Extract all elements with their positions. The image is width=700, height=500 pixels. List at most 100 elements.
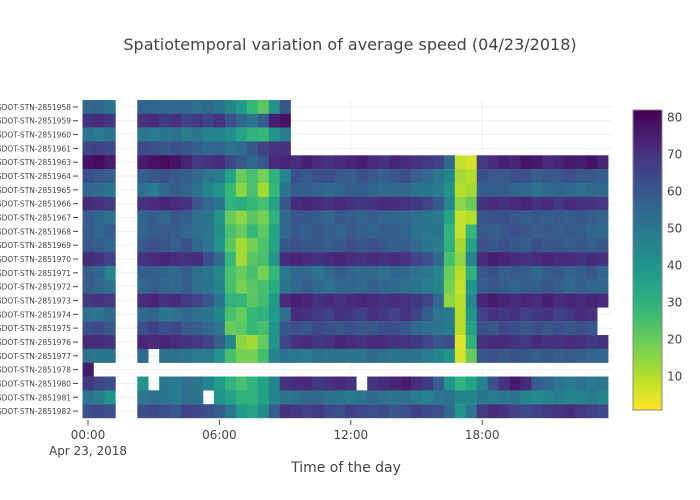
heatmap-cell: [213, 348, 226, 363]
heatmap-cell: [509, 335, 521, 350]
heatmap-cell: [82, 169, 94, 184]
heatmap-cell: [257, 182, 269, 197]
heatmap-cell: [564, 348, 576, 363]
heatmap-cell: [213, 196, 226, 211]
heatmap-cell: [202, 307, 215, 322]
heatmap-cell: [454, 155, 467, 170]
heatmap-cell: [432, 279, 445, 294]
heatmap-cell: [421, 307, 434, 322]
heatmap-cell: [192, 127, 204, 142]
heatmap-cell: [400, 252, 412, 267]
heatmap-cell: [334, 321, 346, 336]
heatmap-cell: [421, 252, 434, 267]
heatmap-cell: [148, 307, 160, 322]
heatmap-cell: [82, 252, 94, 267]
heatmap-cell: [356, 307, 368, 322]
heatmap-cell: [487, 348, 499, 363]
heatmap-cell: [82, 100, 94, 115]
heatmap-cell: [575, 376, 587, 391]
heatmap-cell: [345, 307, 357, 322]
heatmap-cell: [93, 210, 105, 225]
colorbar-tick-label: 60: [667, 184, 682, 198]
heatmap-cell: [224, 155, 237, 170]
heatmap-cell: [82, 335, 94, 350]
heatmap-cell: [268, 196, 280, 211]
heatmap-cell: [192, 307, 204, 322]
heatmap-cell: [104, 127, 116, 142]
heatmap-cell: [148, 265, 160, 280]
heatmap-cell: [257, 238, 269, 253]
heatmap-cell: [575, 182, 587, 197]
heatmap-cell: [312, 252, 324, 267]
heatmap-cell: [290, 376, 302, 391]
heatmap-cell: [279, 210, 291, 225]
heatmap-cell: [148, 335, 160, 350]
heatmap-cell: [104, 321, 116, 336]
heatmap-cell: [279, 293, 291, 308]
heatmap-cell: [564, 265, 576, 280]
heatmap-cell: [487, 210, 499, 225]
heatmap-cell: [345, 210, 357, 225]
colorbar-ticks: 10 20 30 40 50 60 70 80: [667, 110, 682, 383]
heatmap-cell: [82, 224, 94, 239]
heatmap-cell: [93, 127, 105, 142]
heatmap-cell: [465, 169, 478, 184]
heatmap-cell: [531, 307, 543, 322]
heatmap-cell: [312, 210, 324, 225]
heatmap-cell: [421, 155, 434, 170]
heatmap-cell: [498, 210, 510, 225]
heatmap-cell: [290, 279, 302, 294]
heatmap-cell: [487, 196, 499, 211]
heatmap-cell: [82, 293, 94, 308]
heatmap-cell: [389, 307, 401, 322]
heatmap-cell: [213, 182, 226, 197]
heatmap-cell: [170, 100, 182, 115]
heatmap-cell: [192, 252, 204, 267]
colorbar-tick-label: 50: [667, 222, 682, 236]
heatmap-cell: [268, 127, 280, 142]
heatmap-cell: [421, 293, 434, 308]
heatmap-cell: [93, 321, 105, 336]
heatmap-cell: [586, 390, 598, 405]
heatmap-cell: [301, 169, 313, 184]
heatmap-cell: [476, 390, 488, 405]
heatmap-cell: [586, 279, 598, 294]
heatmap-cell: [520, 376, 532, 391]
heatmap-cell: [104, 404, 116, 419]
heatmap-cell: [432, 252, 445, 267]
heatmap-cell: [498, 376, 510, 391]
heatmap-cell: [192, 182, 204, 197]
heatmap-cell: [465, 348, 478, 363]
heatmap-cell: [597, 196, 609, 211]
heatmap-cell: [334, 265, 346, 280]
heatmap-cell: [498, 252, 510, 267]
heatmap-cell: [290, 321, 302, 336]
y-tick-label: GDOT-STN-2851972: [0, 283, 71, 292]
heatmap-cell: [148, 238, 160, 253]
heatmap-cell: [257, 169, 269, 184]
heatmap-cell: [93, 169, 105, 184]
heatmap-cell: [454, 252, 467, 267]
y-tick-label: GDOT-STN-2851965: [0, 186, 71, 195]
heatmap-cell: [509, 196, 521, 211]
heatmap-cell: [432, 169, 445, 184]
heatmap-cell: [181, 127, 193, 142]
heatmap-cell: [213, 127, 226, 142]
y-tick-label: GDOT-STN-2851958: [0, 103, 71, 112]
heatmap-cell: [202, 127, 215, 142]
colorbar-tick-label: 30: [667, 296, 682, 310]
heatmap-cell: [159, 169, 171, 184]
heatmap-cell: [213, 210, 226, 225]
heatmap-cell: [202, 100, 215, 115]
heatmap-cell: [148, 141, 160, 156]
heatmap-cell: [345, 390, 357, 405]
heatmap-cell: [104, 252, 116, 267]
heatmap-cell: [586, 307, 598, 322]
heatmap-cell: [487, 307, 499, 322]
heatmap-cell: [389, 404, 401, 419]
heatmap-cell: [509, 224, 521, 239]
heatmap-cell: [509, 321, 521, 336]
heatmap-cell: [531, 252, 543, 267]
heatmap-cell: [181, 100, 193, 115]
heatmap-cell: [509, 293, 521, 308]
